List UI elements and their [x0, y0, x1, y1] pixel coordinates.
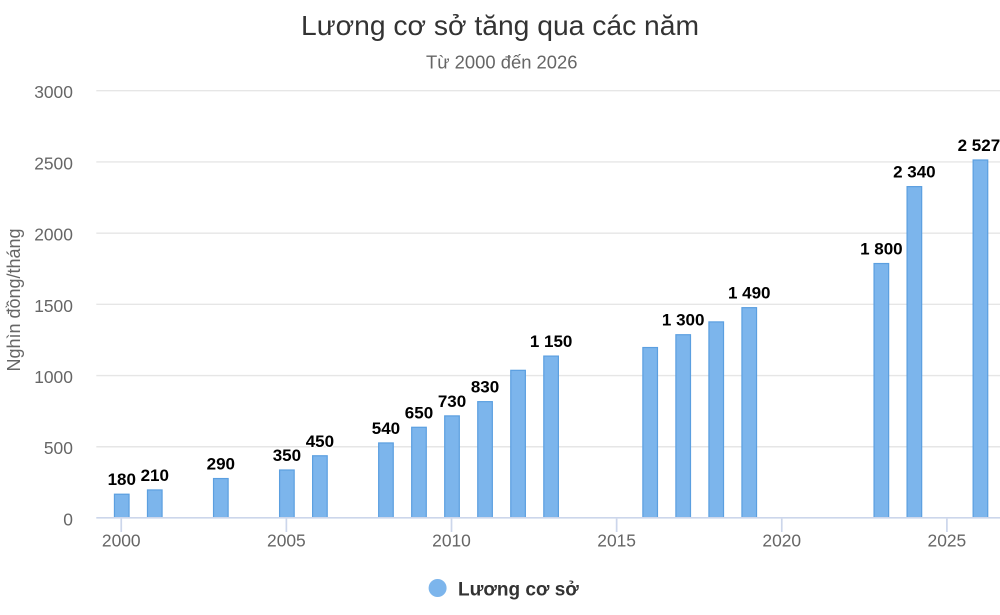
svg-text:290: 290 — [207, 455, 235, 474]
svg-text:2000: 2000 — [34, 225, 73, 245]
svg-text:Từ 2000 đến 2026: Từ 2000 đến 2026 — [426, 51, 578, 72]
svg-text:Nghìn đồng/tháng: Nghìn đồng/tháng — [4, 228, 24, 371]
svg-text:450: 450 — [306, 432, 334, 451]
svg-text:0: 0 — [63, 509, 73, 529]
svg-text:500: 500 — [44, 438, 73, 458]
svg-text:1500: 1500 — [34, 296, 73, 316]
svg-text:830: 830 — [471, 378, 499, 397]
svg-text:2 340: 2 340 — [893, 163, 936, 182]
svg-text:Lương cơ sở tăng qua các năm: Lương cơ sở tăng qua các năm — [301, 10, 699, 41]
svg-text:210: 210 — [141, 466, 169, 485]
svg-text:Lương cơ sở: Lương cơ sở — [458, 579, 579, 600]
svg-text:650: 650 — [405, 403, 433, 422]
svg-text:1 300: 1 300 — [662, 311, 705, 330]
svg-text:350: 350 — [273, 446, 301, 465]
svg-text:1000: 1000 — [34, 367, 73, 387]
svg-text:2015: 2015 — [597, 531, 636, 551]
svg-text:180: 180 — [108, 470, 136, 489]
svg-text:1 150: 1 150 — [530, 332, 573, 351]
svg-text:2025: 2025 — [928, 531, 967, 551]
svg-text:2 527: 2 527 — [958, 136, 1000, 155]
svg-text:1 800: 1 800 — [860, 240, 903, 259]
svg-text:540: 540 — [372, 419, 400, 438]
svg-text:1 490: 1 490 — [728, 284, 771, 303]
svg-text:2020: 2020 — [762, 531, 801, 551]
svg-text:2005: 2005 — [267, 531, 306, 551]
svg-text:2500: 2500 — [34, 153, 73, 173]
svg-text:2010: 2010 — [432, 531, 471, 551]
svg-text:3000: 3000 — [34, 82, 73, 102]
svg-text:730: 730 — [438, 392, 466, 411]
svg-text:2000: 2000 — [102, 531, 141, 551]
